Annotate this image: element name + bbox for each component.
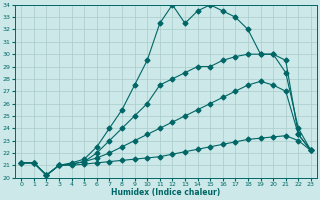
X-axis label: Humidex (Indice chaleur): Humidex (Indice chaleur) [111,188,221,197]
